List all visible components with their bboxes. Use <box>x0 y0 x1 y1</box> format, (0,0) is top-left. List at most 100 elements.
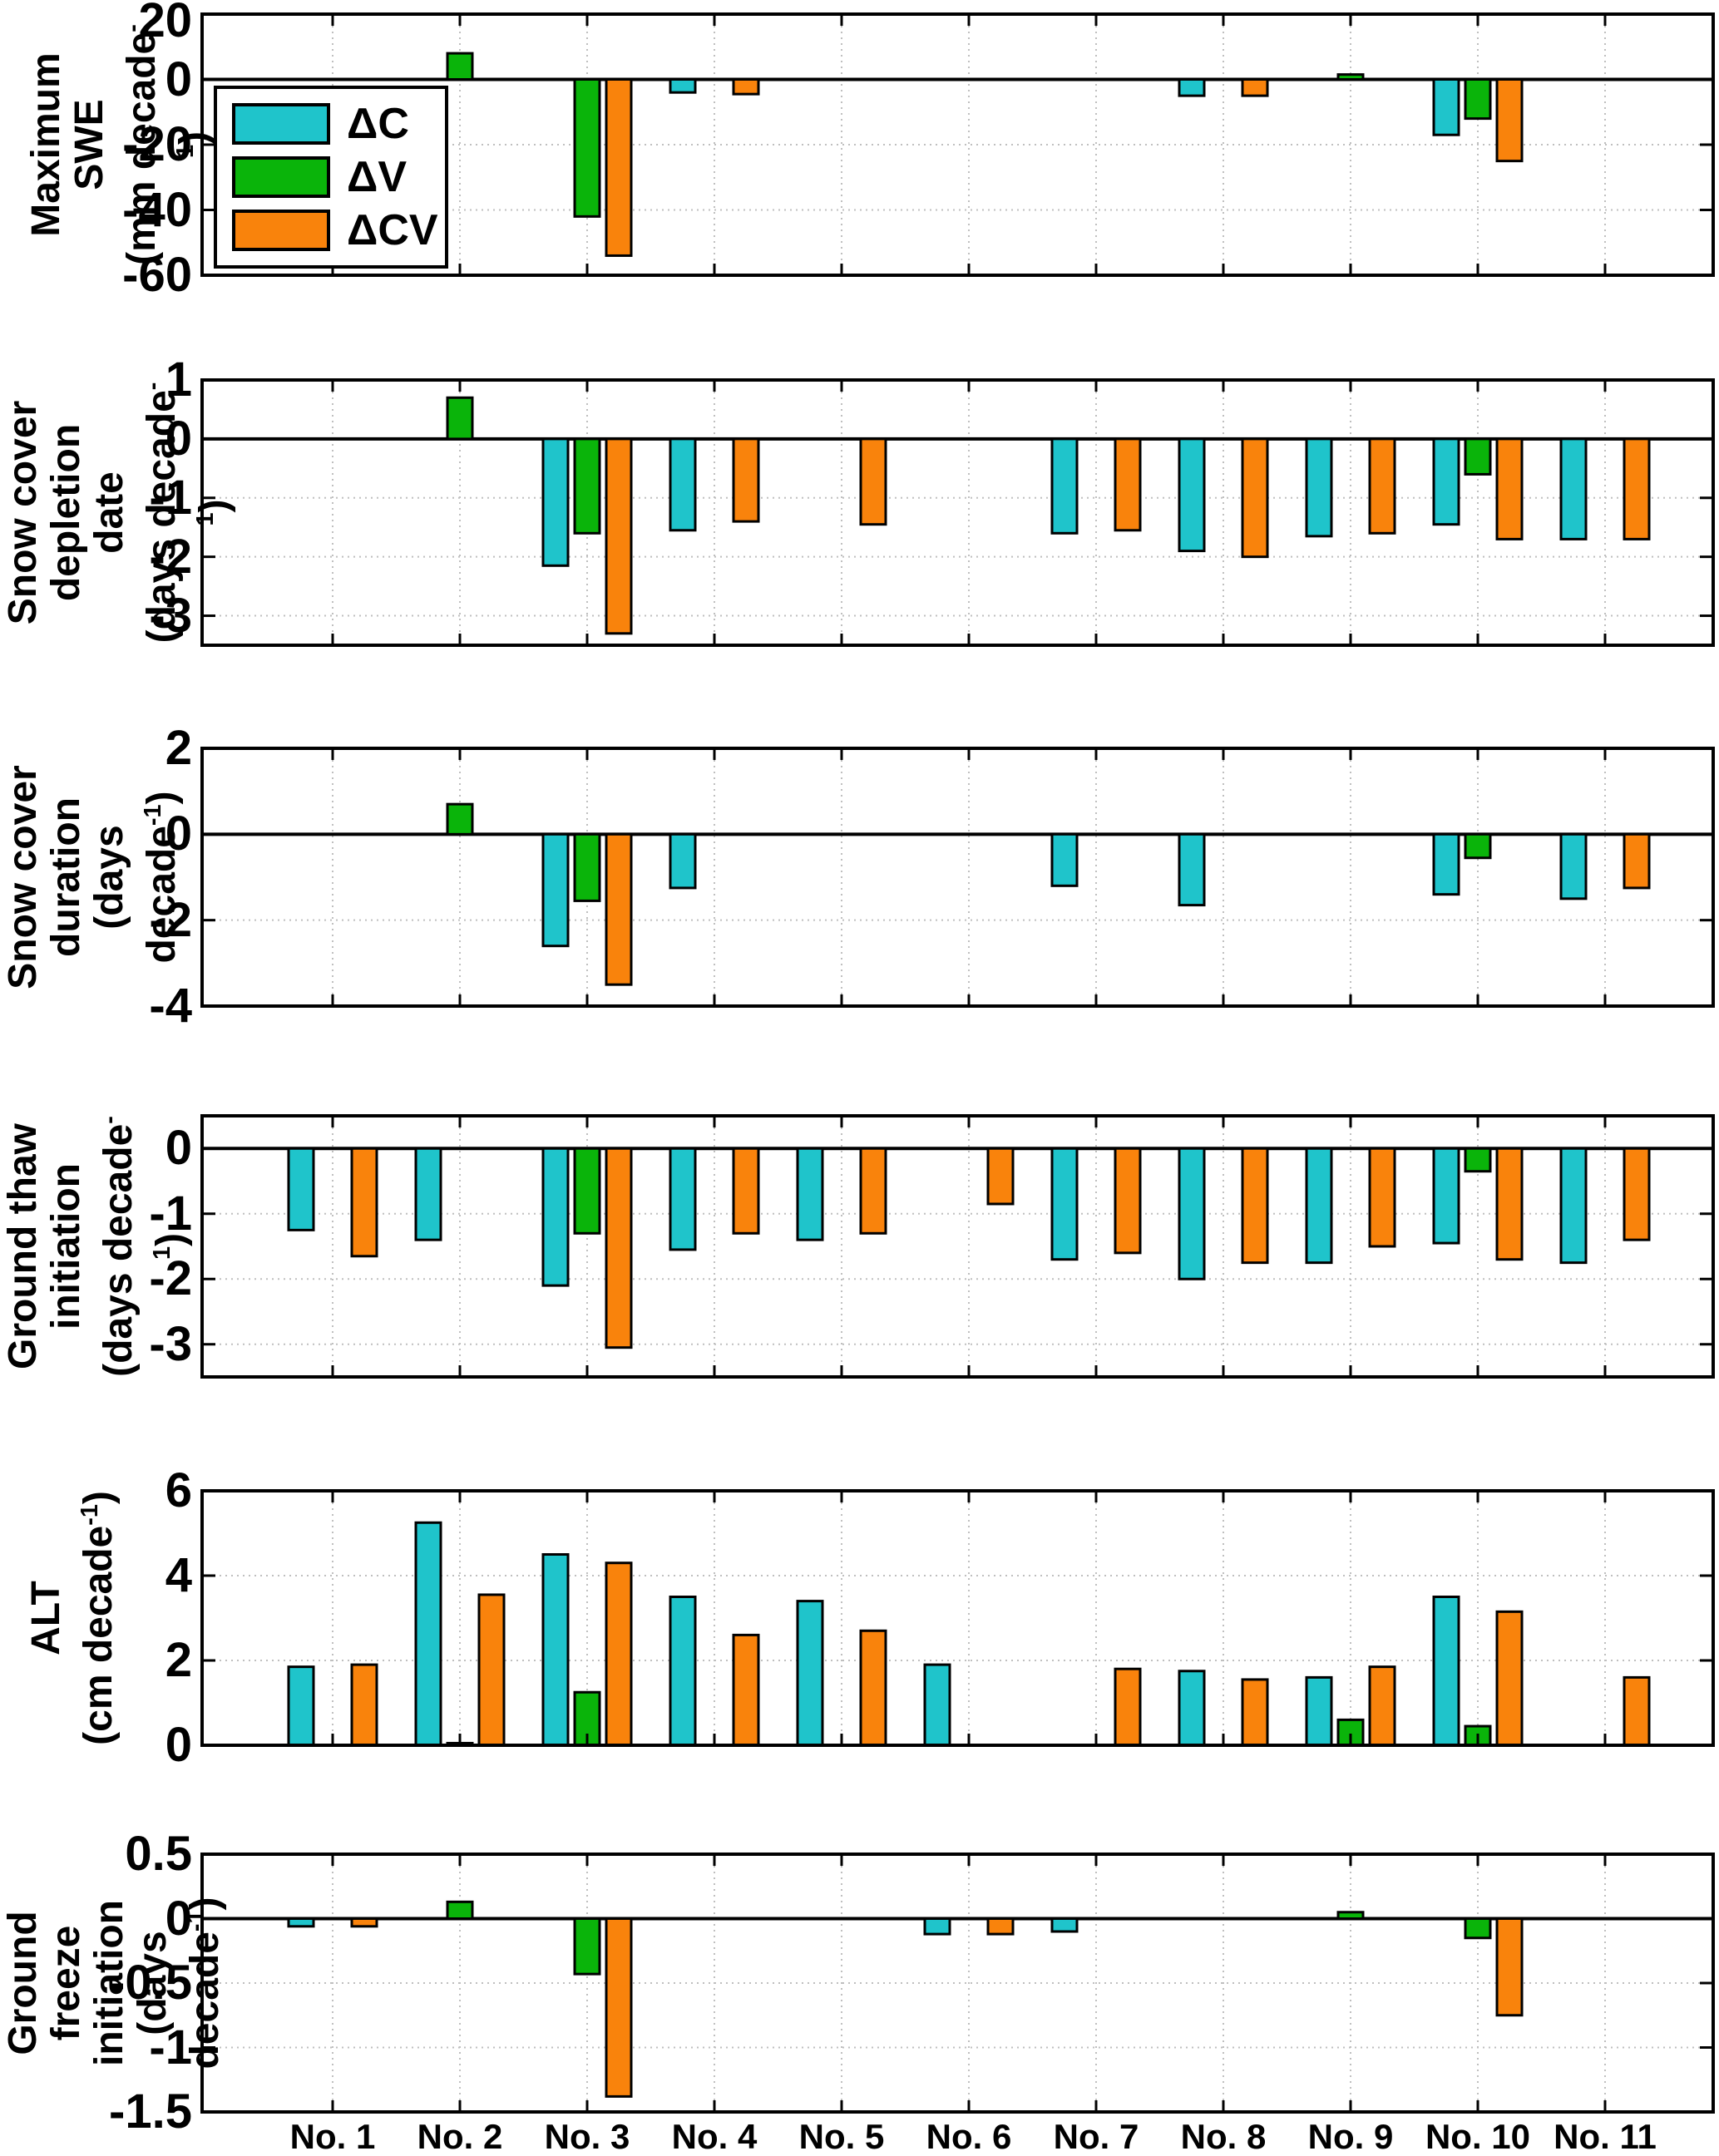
bar-ΔC-8 <box>1178 832 1206 907</box>
legend-label-dc: ΔC <box>347 100 409 148</box>
bar-ΔV-2 <box>446 52 474 81</box>
bar-ΔC-6 <box>923 1663 951 1747</box>
bar-ΔV-3 <box>573 437 601 535</box>
bar-ΔC-3 <box>541 437 570 567</box>
y-axis-label: Ground freeze initiation (days decade-1) <box>1 1854 227 2112</box>
y-tick-label: -2 <box>149 529 192 584</box>
y-tick-label: 0 <box>165 1121 192 1176</box>
bar-ΔCV-5 <box>859 437 887 526</box>
bar-ΔCV-2 <box>477 1593 506 1747</box>
bar-ΔCV-9 <box>1368 1665 1396 1747</box>
y-tick-label: 0 <box>165 411 192 466</box>
bar-ΔV-3 <box>573 832 601 902</box>
bar-ΔCV-11 <box>1623 437 1651 540</box>
legend-swatch-dcv <box>232 210 330 251</box>
bar-ΔV-10 <box>1464 1917 1492 1940</box>
bar-ΔC-1 <box>287 1917 315 1928</box>
bar-ΔC-7 <box>1050 832 1079 887</box>
bar-ΔCV-11 <box>1623 1675 1651 1747</box>
bar-ΔCV-4 <box>732 78 760 96</box>
bar-ΔCV-7 <box>1114 1667 1142 1747</box>
bar-ΔV-3 <box>573 78 601 218</box>
bar-ΔC-2 <box>414 1147 442 1241</box>
y-tick-label: 0.5 <box>125 1827 192 1881</box>
y-axis-label-line: initiation <box>87 1900 131 2066</box>
bar-ΔC-9 <box>1305 1147 1333 1265</box>
y-axis-label: ALT (cm decade-1) <box>24 1491 121 1745</box>
bar-ΔCV-3 <box>605 1147 633 1349</box>
bar-ΔCV-11 <box>1623 1147 1651 1241</box>
bar-ΔC-8 <box>1178 1147 1206 1280</box>
y-axis-label-line: initiation <box>44 1163 88 1330</box>
bar-ΔV-3 <box>573 1147 601 1235</box>
bar-ΔC-4 <box>669 437 697 532</box>
y-axis-label: Maximum SWE (mm decade-1) <box>24 14 216 275</box>
y-tick-label: 6 <box>165 1463 192 1517</box>
bar-ΔCV-3 <box>605 437 633 635</box>
bar-ΔCV-10 <box>1495 78 1524 163</box>
bar-ΔV-2 <box>446 396 474 441</box>
bar-ΔCV-8 <box>1241 1678 1269 1747</box>
y-tick-label: -1.5 <box>109 2084 192 2139</box>
bar-ΔC-10 <box>1432 832 1460 896</box>
bar-ΔV-2 <box>446 1900 474 1921</box>
x-axis-label: No. 4 <box>671 2117 758 2156</box>
y-tick-label: -1 <box>149 1186 192 1241</box>
legend-label-dv: ΔV <box>347 153 408 201</box>
bar-ΔV-10 <box>1464 437 1492 476</box>
y-tick-label: 0 <box>165 52 192 106</box>
y-axis-label: Snow cover depletion date (days decade-1) <box>1 380 236 645</box>
panel-frame <box>200 1114 1715 1379</box>
y-tick-label: 0 <box>165 1718 192 1772</box>
bar-ΔCV-11 <box>1623 832 1651 890</box>
panel-frame <box>200 378 1715 647</box>
bar-ΔCV-5 <box>859 1629 887 1747</box>
y-axis-label-line: (days decade-1) <box>87 791 184 964</box>
y-tick-label: 2 <box>165 721 192 775</box>
bar-ΔCV-3 <box>605 78 633 257</box>
bar-ΔC-3 <box>541 1147 570 1287</box>
bar-ΔCV-8 <box>1241 78 1269 97</box>
legend-swatch-dc <box>232 103 330 145</box>
bar-ΔV-9 <box>1336 1911 1365 1920</box>
bar-ΔCV-10 <box>1495 1147 1524 1261</box>
bar-ΔCV-6 <box>986 1147 1015 1206</box>
bar-ΔC-8 <box>1178 78 1206 97</box>
bar-ΔCV-3 <box>605 1917 633 2098</box>
y-axis-label-line: Ground thaw <box>1 1123 45 1369</box>
y-tick-label: -2 <box>149 1251 192 1306</box>
bar-ΔCV-4 <box>732 1147 760 1235</box>
y-tick-label: -20 <box>122 117 192 171</box>
y-axis-label: Snow cover duration (days decade-1) <box>1 748 184 1006</box>
bar-ΔV-10 <box>1464 832 1492 860</box>
y-tick-label: -2 <box>149 892 192 947</box>
x-axis-label: No. 2 <box>417 2117 503 2156</box>
bar-ΔCV-7 <box>1114 437 1142 532</box>
bar-ΔV-3 <box>573 1917 601 1976</box>
y-tick-label: 4 <box>165 1548 192 1602</box>
bar-ΔC-8 <box>1178 1670 1206 1747</box>
bar-ΔCV-1 <box>350 1147 378 1258</box>
y-tick-label: -1 <box>149 470 192 525</box>
y-tick-label: 20 <box>138 0 192 47</box>
legend-row-dv: ΔV <box>232 155 430 199</box>
y-axis-label-line: Snow cover <box>1 400 45 625</box>
y-axis-label-line: Snow cover <box>1 765 45 989</box>
bar-ΔC-3 <box>541 1553 570 1747</box>
y-tick-label: 2 <box>165 1633 192 1687</box>
y-axis-label: Ground thaw initiation (days decade-1) <box>1 1116 193 1377</box>
bar-ΔCV-9 <box>1368 1147 1396 1248</box>
bar-ΔC-7 <box>1050 1917 1079 1933</box>
bar-ΔC-11 <box>1559 832 1588 900</box>
y-tick-label: 1 <box>165 353 192 407</box>
x-axis-label: No. 1 <box>289 2117 376 2156</box>
bar-ΔV-2 <box>446 802 474 836</box>
bar-ΔC-4 <box>669 78 697 94</box>
panel-frame <box>200 1489 1715 1747</box>
y-axis-label-line: ALT <box>24 1581 68 1655</box>
y-axis-label-line: duration <box>44 797 88 957</box>
bar-ΔC-5 <box>796 1147 824 1241</box>
bar-ΔC-8 <box>1178 437 1206 553</box>
bar-ΔC-1 <box>287 1665 315 1747</box>
y-tick-label: 0 <box>165 1891 192 1946</box>
